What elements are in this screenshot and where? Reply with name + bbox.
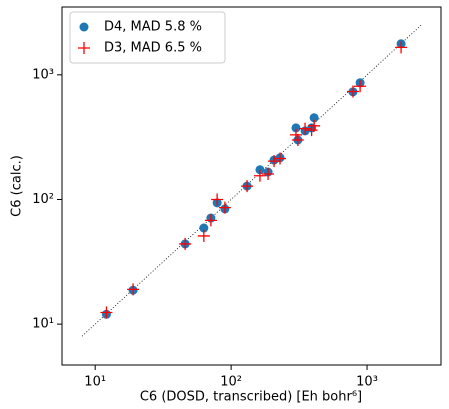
- plus-marker: [346, 85, 359, 98]
- circle-marker: [291, 123, 301, 133]
- plus-marker: [179, 237, 192, 250]
- legend-marker: [79, 22, 89, 32]
- plus-marker: [274, 152, 287, 165]
- legend-marker: [78, 42, 90, 54]
- plus-marker: [100, 306, 113, 319]
- plus-marker: [289, 128, 302, 141]
- plus-marker: [262, 168, 275, 181]
- plus-marker: [299, 122, 312, 135]
- x-axis-label: C6 (DOSD, transcribed) [Eh bohr⁶]: [140, 390, 362, 405]
- plus-marker: [204, 214, 217, 227]
- y-axis-label: C6 (calc.): [10, 155, 25, 217]
- plus-marker: [253, 169, 266, 182]
- plus-marker: [395, 41, 408, 54]
- plus-marker: [291, 133, 304, 146]
- legend-label: D3, MAD 6.5 %: [104, 41, 202, 56]
- y-tick-label: 10²: [32, 192, 54, 207]
- plus-marker: [218, 201, 231, 214]
- plus-marker: [354, 80, 367, 93]
- plot-frame: [61, 6, 442, 366]
- x-tick-label: 10³: [356, 375, 378, 390]
- plus-marker: [241, 180, 254, 193]
- plus-marker: [308, 119, 321, 132]
- plus-marker: [211, 193, 224, 206]
- plus-marker: [197, 229, 210, 242]
- legend-label: D4, MAD 5.8 %: [104, 20, 202, 35]
- y-tick-label: 10³: [32, 67, 54, 82]
- x-tick-label: 10²: [220, 375, 242, 390]
- x-tick-label: 10¹: [84, 375, 106, 390]
- y-tick-label: 10¹: [32, 317, 54, 332]
- circle-marker: [309, 113, 319, 123]
- circle-marker: [199, 223, 209, 233]
- plus-marker: [127, 283, 140, 296]
- plus-marker: [268, 155, 281, 168]
- legend-box: [69, 11, 226, 64]
